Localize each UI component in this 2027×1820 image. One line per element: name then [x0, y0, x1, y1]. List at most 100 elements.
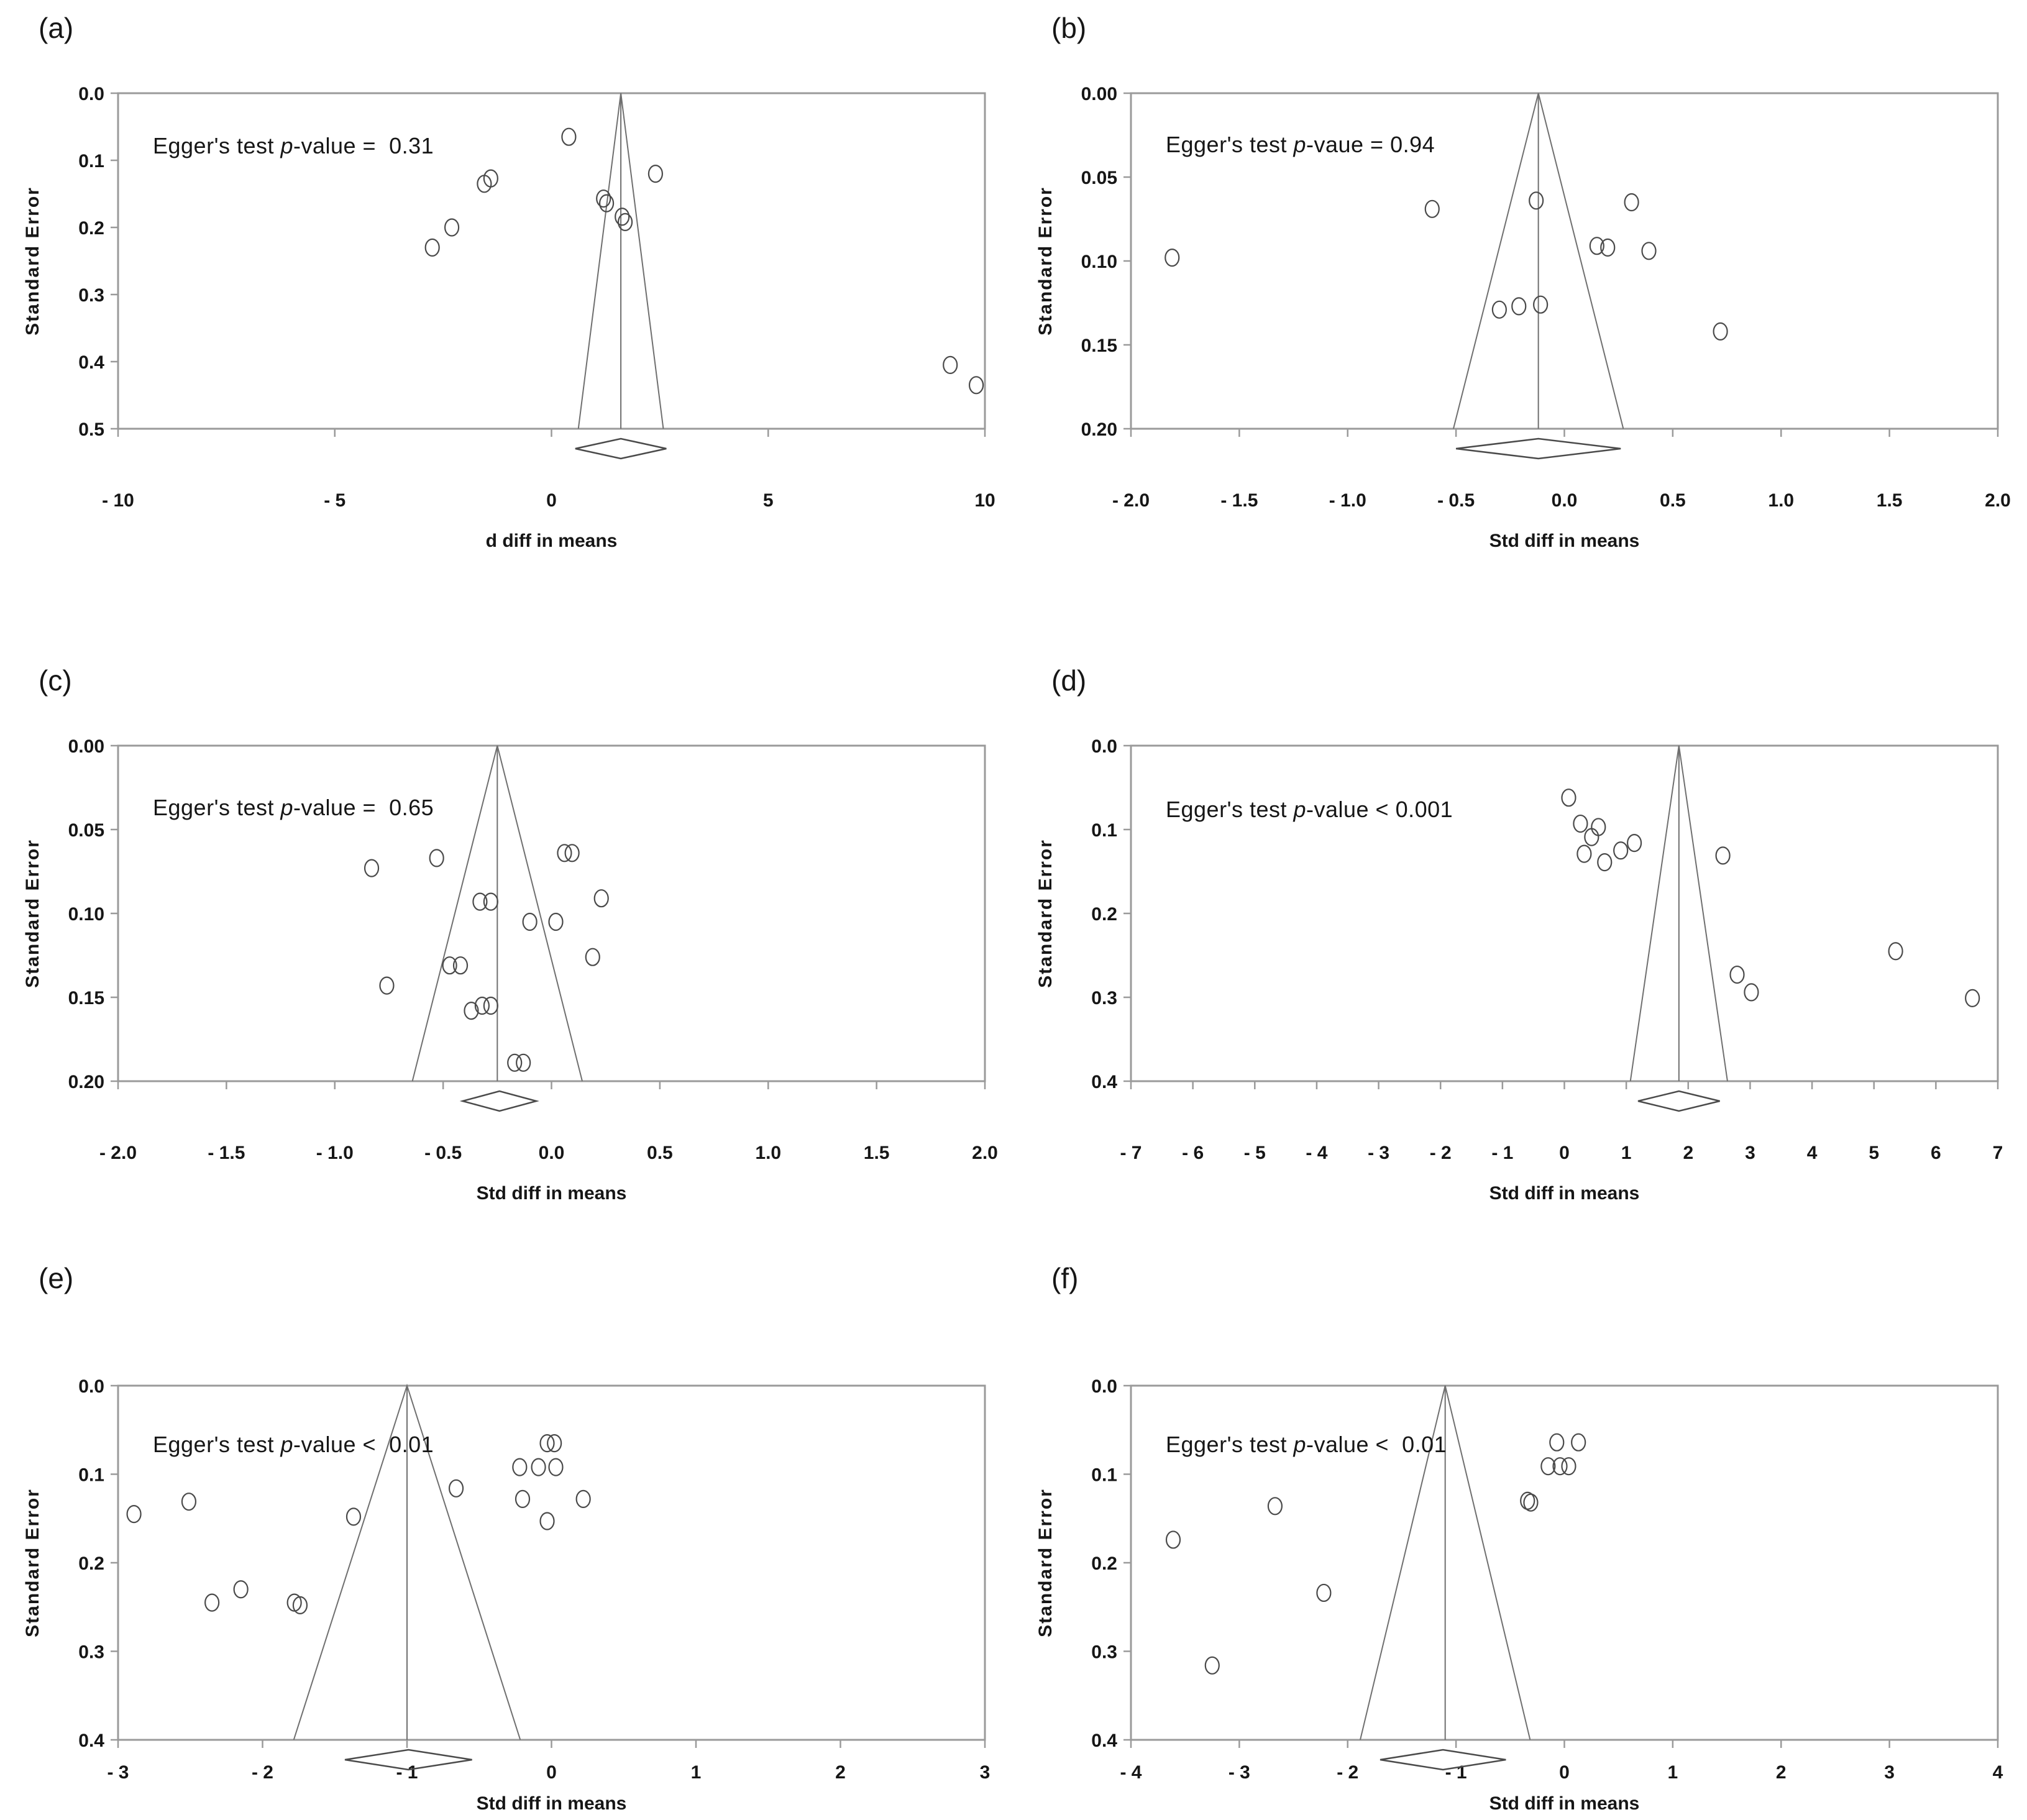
pooled-estimate-diamond — [1637, 1090, 1720, 1112]
x-tick-label: - 2.0 — [99, 1143, 137, 1163]
study-data-point — [1204, 1656, 1220, 1675]
study-data-point — [477, 175, 492, 193]
x-tick-label: - 1.5 — [1220, 490, 1258, 511]
x-tick-label: 0 — [1559, 1143, 1570, 1163]
panel-label-b: (b) — [1051, 12, 1087, 44]
y-tick-label: 0.20 — [1081, 419, 1117, 440]
x-tick-label: - 1.0 — [316, 1143, 354, 1163]
study-data-point — [539, 1434, 555, 1453]
panel-label-e: (e) — [39, 1262, 74, 1294]
y-tick-label: 0.4 — [78, 352, 104, 373]
egger-prefix: Egger's test — [153, 1432, 281, 1457]
study-data-point — [1715, 846, 1731, 865]
y-tick-label: 0.00 — [1081, 84, 1117, 104]
x-axis-title: Std diff in means — [1489, 1183, 1640, 1204]
study-data-point — [596, 189, 611, 208]
study-data-point — [1165, 1530, 1181, 1549]
study-data-point — [547, 1434, 562, 1453]
y-axis-title: Standard Error — [22, 1488, 43, 1637]
study-data-point — [1552, 1457, 1568, 1476]
y-tick-label: 0.5 — [78, 419, 104, 440]
y-axis-title: Standard Error — [1035, 1488, 1056, 1637]
x-tick-label: 1.5 — [864, 1143, 890, 1163]
study-data-point — [1589, 237, 1604, 255]
egger-test-annotation-f: Egger's test p-value < 0.01 — [1166, 1432, 1447, 1458]
study-data-point — [507, 1053, 523, 1072]
y-tick-label: 0.3 — [78, 1642, 104, 1663]
x-tick-label: 1.0 — [755, 1143, 781, 1163]
y-axis-title: Standard Error — [22, 839, 43, 988]
x-tick-label: 1.5 — [1877, 490, 1903, 511]
y-tick-label: 0.15 — [1081, 336, 1117, 356]
x-tick-label: 2 — [1776, 1762, 1787, 1783]
egger-suffix: -value < 0.001 — [1306, 797, 1453, 822]
study-data-point — [292, 1596, 308, 1615]
egger-prefix: Egger's test — [153, 133, 281, 158]
egger-suffix: -value = 0.65 — [293, 795, 434, 820]
y-tick-label: 0.05 — [1081, 168, 1117, 188]
x-tick-label: - 2 — [1337, 1762, 1358, 1783]
study-data-point — [539, 1512, 555, 1530]
x-tick-label: 1 — [691, 1762, 702, 1783]
study-data-point — [1613, 841, 1629, 860]
y-axis-title: Standard Error — [1035, 186, 1056, 336]
study-data-point — [181, 1493, 197, 1511]
panel-label-c: (c) — [39, 664, 72, 697]
study-data-point — [442, 956, 457, 975]
x-tick-label: 0.5 — [1660, 490, 1686, 511]
x-tick-label: 2 — [1683, 1143, 1693, 1163]
x-tick-label: 3 — [980, 1762, 991, 1783]
y-tick-label: 0.0 — [1091, 1376, 1117, 1397]
panel-label-a: (a) — [39, 12, 74, 44]
pooled-estimate-diamond — [344, 1749, 472, 1771]
egger-p-symbol: p — [280, 795, 293, 820]
study-data-point — [1561, 1457, 1576, 1476]
y-tick-label: 0.1 — [78, 151, 104, 171]
egger-p-symbol: p — [280, 133, 293, 158]
x-tick-label: - 1 — [1445, 1762, 1467, 1783]
egger-test-annotation-a: Egger's test p-value = 0.31 — [153, 133, 434, 159]
study-data-point — [968, 376, 984, 395]
study-data-point — [364, 859, 380, 877]
study-data-point — [1316, 1583, 1332, 1603]
funnel-chart-svg-b: 0.00 0.05 0.10 0.15 0.20 - 2.0 - 1.5 - 1.0 - 0.5… — [1035, 84, 2011, 551]
x-tick-label: - 4 — [1306, 1143, 1327, 1163]
y-tick-label: 0.3 — [1091, 988, 1117, 1008]
study-data-point — [548, 912, 564, 931]
study-data-point — [1597, 853, 1613, 872]
x-axis-title: Std diff in means — [1489, 1793, 1640, 1814]
study-data-point — [1571, 1433, 1586, 1452]
study-data-point — [531, 1458, 546, 1476]
x-tick-label: 7 — [1993, 1143, 2003, 1163]
egger-p-symbol: p — [1293, 797, 1306, 822]
study-data-point — [1600, 238, 1616, 257]
pooled-estimate-diamond — [1455, 437, 1621, 460]
y-tick-label: 0.2 — [78, 218, 104, 239]
x-axis-title: d diff in means — [486, 531, 618, 551]
study-data-point — [1744, 983, 1759, 1002]
egger-test-annotation-b: Egger's test p-vaue = 0.94 — [1166, 132, 1435, 158]
study-data-point — [1491, 300, 1507, 319]
study-data-point — [1573, 814, 1588, 833]
x-tick-label: 4 — [1993, 1762, 2003, 1783]
y-tick-label: 0.3 — [78, 285, 104, 306]
study-data-point — [483, 996, 498, 1015]
x-tick-label: - 5 — [1244, 1143, 1266, 1163]
x-tick-label: - 7 — [1120, 1143, 1142, 1163]
x-tick-label: - 1.5 — [208, 1143, 245, 1163]
x-tick-label: - 1 — [396, 1762, 418, 1783]
funnel-plot-panel-f: 0.0 0.1 0.2 0.3 0.4- 4 - 3 - 2 - 1 0 1 2 3 4 Std diff… — [1013, 1243, 2027, 1820]
y-tick-label: 0.2 — [1091, 904, 1117, 925]
study-data-point — [593, 889, 609, 908]
y-tick-label: 0.1 — [1091, 820, 1117, 841]
funnel-plot-panel-e: 0.0 0.1 0.2 0.3 0.4- 3 - 2 - 1 0 1 2 3 Std diff in … — [0, 1243, 1013, 1820]
y-tick-label: 0.3 — [1091, 1642, 1117, 1663]
study-data-point — [1624, 193, 1639, 212]
x-tick-label: 3 — [1884, 1762, 1895, 1783]
study-data-point — [1641, 242, 1657, 260]
x-tick-label: 5 — [1869, 1143, 1879, 1163]
study-data-point — [585, 948, 600, 966]
study-data-point — [1965, 989, 1980, 1007]
study-data-point — [1424, 199, 1440, 218]
